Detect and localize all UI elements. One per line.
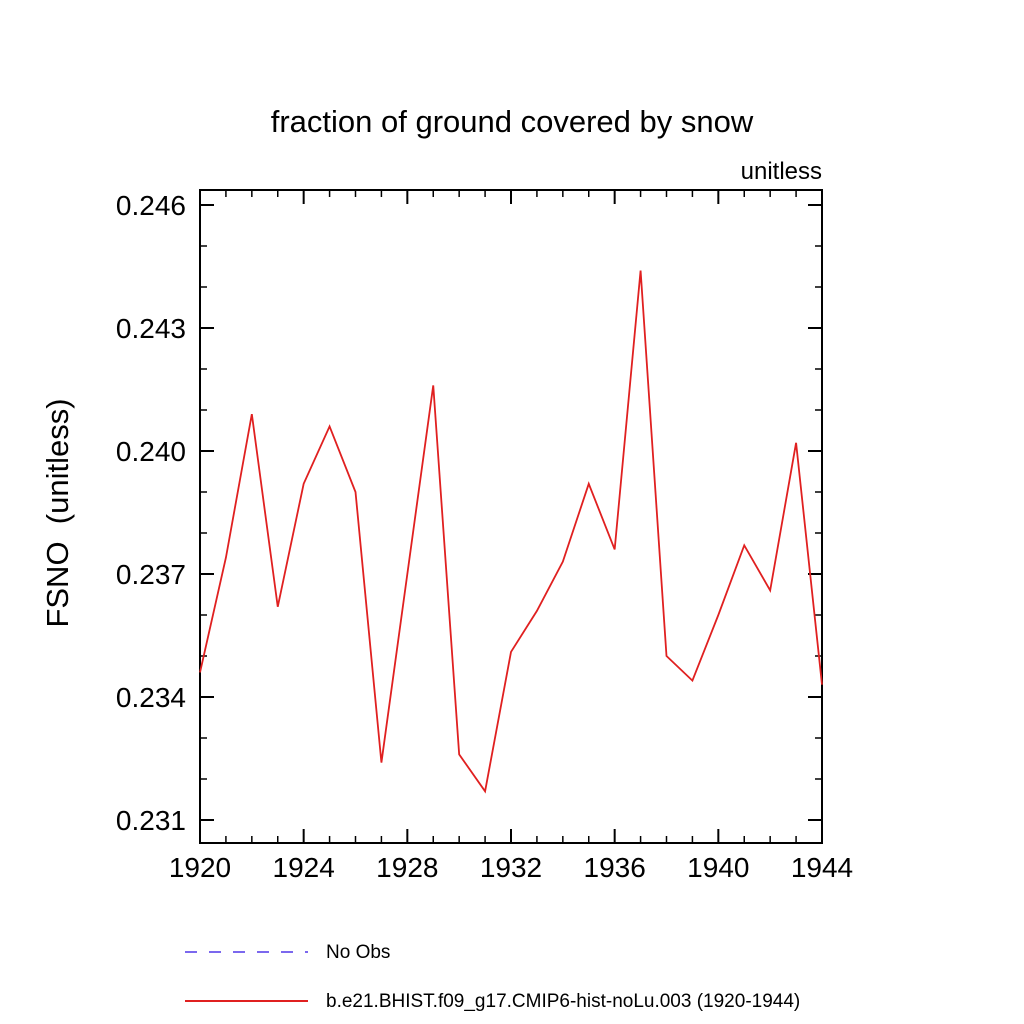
x-tick-label: 1940 bbox=[687, 852, 749, 883]
y-tick-label: 0.231 bbox=[116, 805, 186, 836]
y-tick-label: 0.240 bbox=[116, 436, 186, 467]
x-tick-label: 1920 bbox=[169, 852, 231, 883]
x-tick-label: 1928 bbox=[376, 852, 438, 883]
series-line-1 bbox=[199, 270, 823, 794]
y-tick-label: 0.234 bbox=[116, 682, 186, 713]
units-label: unitless bbox=[740, 158, 822, 185]
plot-frame bbox=[199, 189, 823, 844]
legend-label-1: b.e21.BHIST.f09_g17.CMIP6-hist-noLu.003 … bbox=[326, 991, 800, 1012]
x-tick-label: 1924 bbox=[273, 852, 335, 883]
x-tick-label: 1936 bbox=[584, 852, 646, 883]
x-tick-label: 1944 bbox=[791, 852, 853, 883]
y-axis-label: FSNO (unitless) bbox=[40, 398, 75, 628]
chart-title: fraction of ground covered by snow bbox=[270, 104, 754, 139]
x-tick-label: 1932 bbox=[480, 852, 542, 883]
y-tick-label: 0.237 bbox=[116, 559, 186, 590]
legend-label-0: No Obs bbox=[326, 942, 390, 963]
y-tick-label: 0.246 bbox=[116, 190, 186, 221]
y-tick-label: 0.243 bbox=[116, 313, 186, 344]
